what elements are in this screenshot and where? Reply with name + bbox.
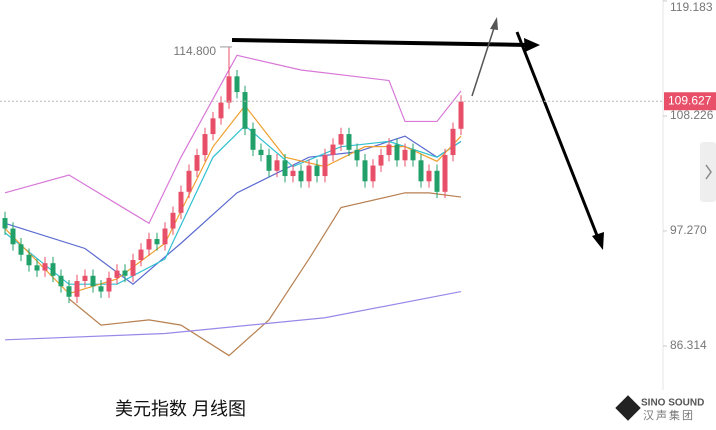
candle-body [218, 102, 224, 119]
plot [2, 46, 464, 304]
candle-body [418, 160, 424, 182]
candle-body [306, 165, 312, 182]
candle-body [58, 275, 64, 287]
candle-body [386, 144, 392, 156]
candle-body [154, 239, 160, 245]
candle-body [354, 149, 360, 161]
y-tick-label: 119.183 [670, 0, 713, 14]
arrowhead [524, 38, 540, 52]
candle-body [458, 101, 464, 129]
candle-body [122, 270, 128, 276]
candle-body [290, 170, 296, 177]
candle-body [194, 155, 200, 171]
arrow [231, 38, 529, 47]
indicator-line [4, 104, 462, 295]
candle-body [426, 170, 432, 182]
y-tick-label: 97.270 [670, 223, 707, 237]
indicator-line [4, 290, 462, 341]
candle-body [242, 92, 248, 129]
candle-body [378, 155, 384, 166]
indicator-line [4, 124, 462, 285]
indicator-line [68, 192, 462, 357]
candle-body [130, 260, 136, 276]
candle-body [210, 118, 216, 135]
candle-body [90, 275, 96, 287]
candle-body [322, 155, 328, 177]
candle-body [258, 149, 264, 156]
candle-body [330, 144, 336, 156]
price-label: 109.627 [668, 93, 712, 107]
max-label: 114.800 [174, 44, 217, 58]
candle-body [202, 134, 208, 156]
price-badge [664, 92, 716, 111]
candle-body [66, 286, 72, 297]
y-tick-label: 108.226 [670, 108, 714, 122]
candle-body [298, 170, 304, 182]
arrowhead [490, 17, 498, 30]
candle-body [146, 239, 152, 250]
candle-body [266, 155, 272, 171]
brand: SINO SOUND [641, 398, 704, 409]
side-tab-icon [705, 164, 712, 180]
candle-body [34, 265, 40, 271]
candle-body [338, 134, 344, 145]
candle-body [250, 128, 256, 150]
candle-body [314, 165, 320, 177]
candle-body [394, 144, 400, 161]
candle-body [402, 149, 408, 161]
candle-body [82, 275, 88, 282]
candle-body [50, 263, 56, 276]
chart-title: 美元指数 月线图 [115, 399, 246, 419]
arrow [471, 27, 495, 97]
candle-body [2, 218, 8, 229]
y-tick-label: 86.314 [670, 338, 707, 352]
candle-body [442, 155, 448, 192]
candle-body [362, 160, 368, 182]
candle-body [450, 128, 456, 156]
candle-body [282, 160, 288, 177]
side-tab[interactable] [700, 142, 716, 202]
candle-body [26, 254, 32, 266]
logo [615, 395, 641, 421]
candle-body [106, 277, 112, 292]
brand-sub: 汉声集团 [643, 408, 695, 422]
candle-body [274, 160, 280, 171]
indicator-line [4, 54, 462, 225]
candle-body [18, 244, 24, 255]
candle-body [74, 281, 80, 297]
candle-body [138, 249, 144, 261]
candle-body [346, 134, 352, 150]
candle-body [226, 76, 232, 103]
candle-body [410, 149, 416, 161]
candle-body [370, 165, 376, 182]
candle-body [162, 228, 168, 245]
candle-body [170, 212, 176, 229]
candle-body [42, 263, 48, 271]
candle-body [178, 191, 184, 213]
arrow [515, 31, 600, 239]
candle-body [434, 170, 440, 192]
candle-body [186, 170, 192, 192]
arrowhead [592, 232, 604, 250]
candle-body [234, 76, 240, 93]
indicator-line [4, 135, 462, 285]
candle-body [10, 228, 16, 245]
candle-body [114, 270, 120, 278]
candle-body [98, 286, 104, 292]
